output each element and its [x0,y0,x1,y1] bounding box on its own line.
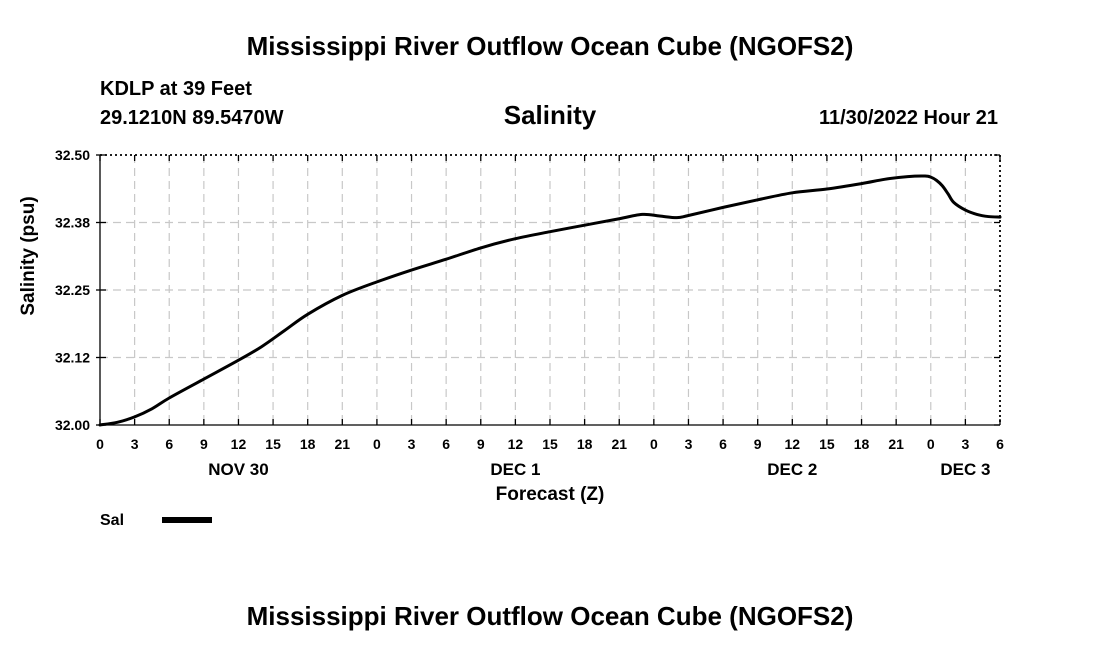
axis-ticks [96,154,1001,426]
day-labels: NOV 30 DEC 1 DEC 2 DEC 3 [208,460,990,479]
x-tick-label-1: 3 [131,436,139,452]
x-tick-label-12: 12 [508,436,524,452]
x-tick-labels: 0 3 6 9 12 15 18 21 0 3 6 9 12 15 18 21 0 3 6 9 12 15 18 21 0 3 6 [96,436,1004,452]
legend: Sal [100,512,212,529]
x-tick-label-2: 6 [165,436,173,452]
x-tick-label-10: 6 [442,436,450,452]
x-tick-label-26: 6 [996,436,1004,452]
legend-label-sal: Sal [100,512,124,529]
x-tick-label-24: 0 [927,436,935,452]
coordinates-label: 29.1210N 89.5470W [100,107,284,129]
x-tick-label-6: 18 [300,436,316,452]
x-tick-label-20: 12 [785,436,801,452]
x-tick-label-5: 15 [265,436,281,452]
grid-lines [100,155,1000,425]
day-label-0: NOV 30 [208,460,268,479]
y-axis-label: Salinity (psu) [18,196,39,315]
station-label: KDLP at 39 Feet [100,78,252,100]
y-tick-label-3: 32.38 [55,215,90,231]
y-tick-label-1: 32.12 [55,350,90,366]
y-tick-labels: 32.00 32.12 32.25 32.38 32.50 [55,147,90,433]
day-label-2: DEC 2 [767,460,817,479]
footer-title: Mississippi River Outflow Ocean Cube (NG… [247,601,854,631]
x-tick-label-17: 3 [685,436,693,452]
x-axis-label: Forecast (Z) [496,484,605,505]
day-label-1: DEC 1 [490,460,540,479]
x-tick-label-7: 21 [335,436,351,452]
salinity-series-line [98,174,1002,427]
x-tick-label-23: 21 [888,436,904,452]
x-tick-label-21: 15 [819,436,835,452]
x-tick-label-16: 0 [650,436,658,452]
x-tick-label-9: 3 [408,436,416,452]
timestamp-label: 11/30/2022 Hour 21 [819,107,998,129]
y-tick-label-0: 32.00 [55,417,90,433]
chart-main-title: Mississippi River Outflow Ocean Cube (NG… [247,31,854,61]
x-tick-label-25: 3 [961,436,969,452]
x-tick-label-4: 12 [231,436,247,452]
x-tick-label-15: 21 [611,436,627,452]
x-tick-label-18: 6 [719,436,727,452]
x-tick-label-11: 9 [477,436,485,452]
x-tick-label-0: 0 [96,436,104,452]
y-tick-label-4: 32.50 [55,147,90,163]
x-tick-label-22: 18 [854,436,870,452]
x-tick-label-14: 18 [577,436,593,452]
x-tick-label-3: 9 [200,436,208,452]
variable-title: Salinity [504,100,597,130]
x-tick-label-8: 0 [373,436,381,452]
y-tick-label-2: 32.25 [55,282,90,298]
x-tick-label-19: 9 [754,436,762,452]
x-tick-label-13: 15 [542,436,558,452]
day-label-3: DEC 3 [940,460,990,479]
